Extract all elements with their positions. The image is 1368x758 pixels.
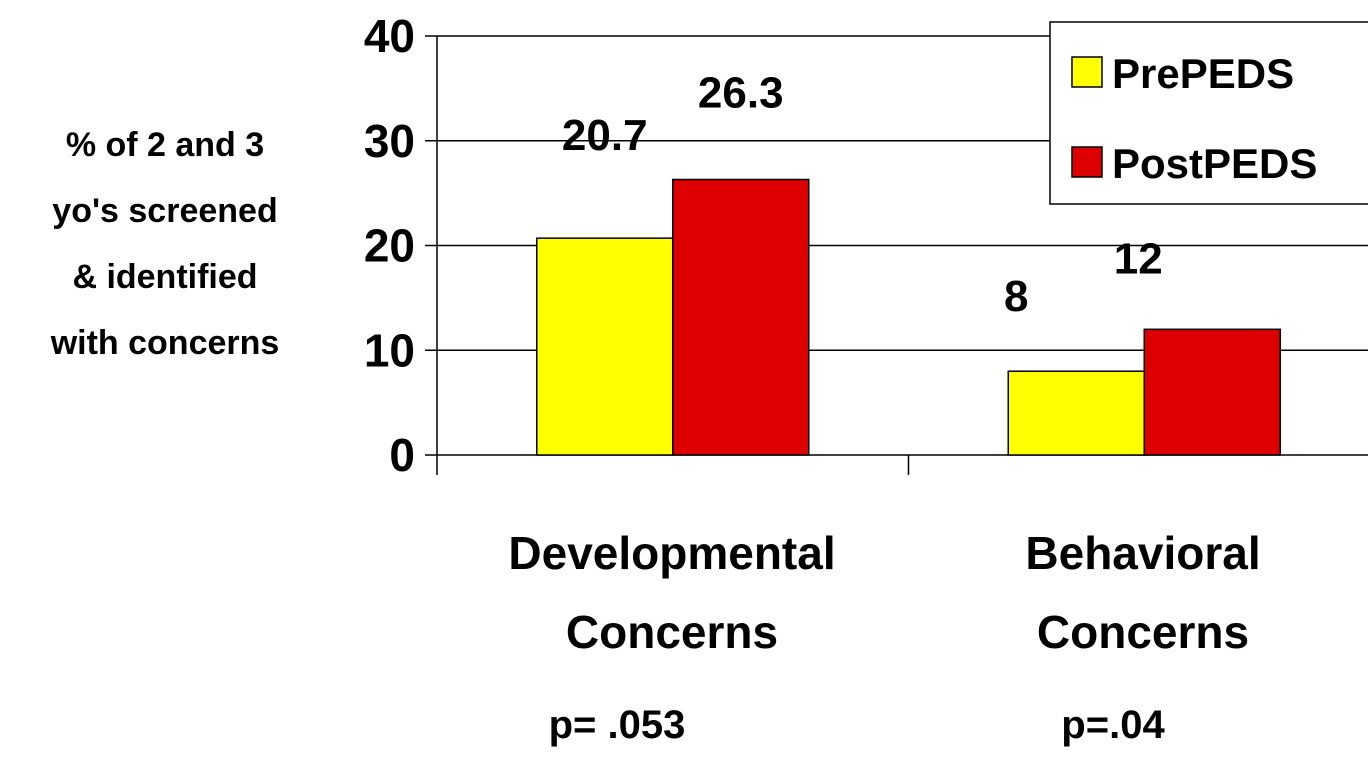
legend-box [1049,21,1368,205]
y-axis-label-line: yo's screened [52,192,277,230]
category-label: Concerns [1037,606,1249,658]
bar-postpeds [672,178,810,456]
data-labels: 20.7 8 26.3 12 [562,69,1163,322]
p-value-label: p=.04 [1061,703,1165,747]
legend-swatch-postpeds [1071,146,1103,178]
y-tick-label: 30 [364,115,415,167]
y-tick-label: 20 [364,220,415,272]
legend-swatch-prepeds [1071,56,1103,88]
axes: 0 10 20 30 40 [364,10,1368,481]
y-tick-label: 0 [389,429,415,481]
category-labels: Developmental Concerns Behavioral Concer… [508,527,1260,747]
y-axis-label-line: & identified [72,258,257,296]
y-axis-label: % of 2 and 3 yo's screened & identified … [50,126,280,362]
p-value-label: p= .053 [549,703,686,747]
data-label-prepeds: 8 [1004,272,1028,321]
data-label-postpeds: 26.3 [698,69,784,118]
y-tick-label: 10 [364,324,415,376]
y-tick-label: 40 [364,10,415,62]
category-label: Developmental [508,527,835,579]
bar-prepeds [1007,370,1145,456]
y-axis-label-line: with concerns [50,324,280,362]
bars [536,178,1281,456]
legend-label-prepeds: PrePEDS [1112,50,1294,97]
bar-postpeds [1143,328,1281,456]
legend-label-postpeds: PostPEDS [1112,140,1317,187]
y-axis-label-line: % of 2 and 3 [66,126,264,164]
data-label-prepeds: 20.7 [562,111,648,160]
bar-prepeds [536,237,674,456]
category-label: Concerns [566,606,778,658]
category-label: Behavioral [1025,527,1260,579]
legend: PrePEDS PostPEDS [1049,21,1368,205]
data-label-postpeds: 12 [1114,234,1163,283]
